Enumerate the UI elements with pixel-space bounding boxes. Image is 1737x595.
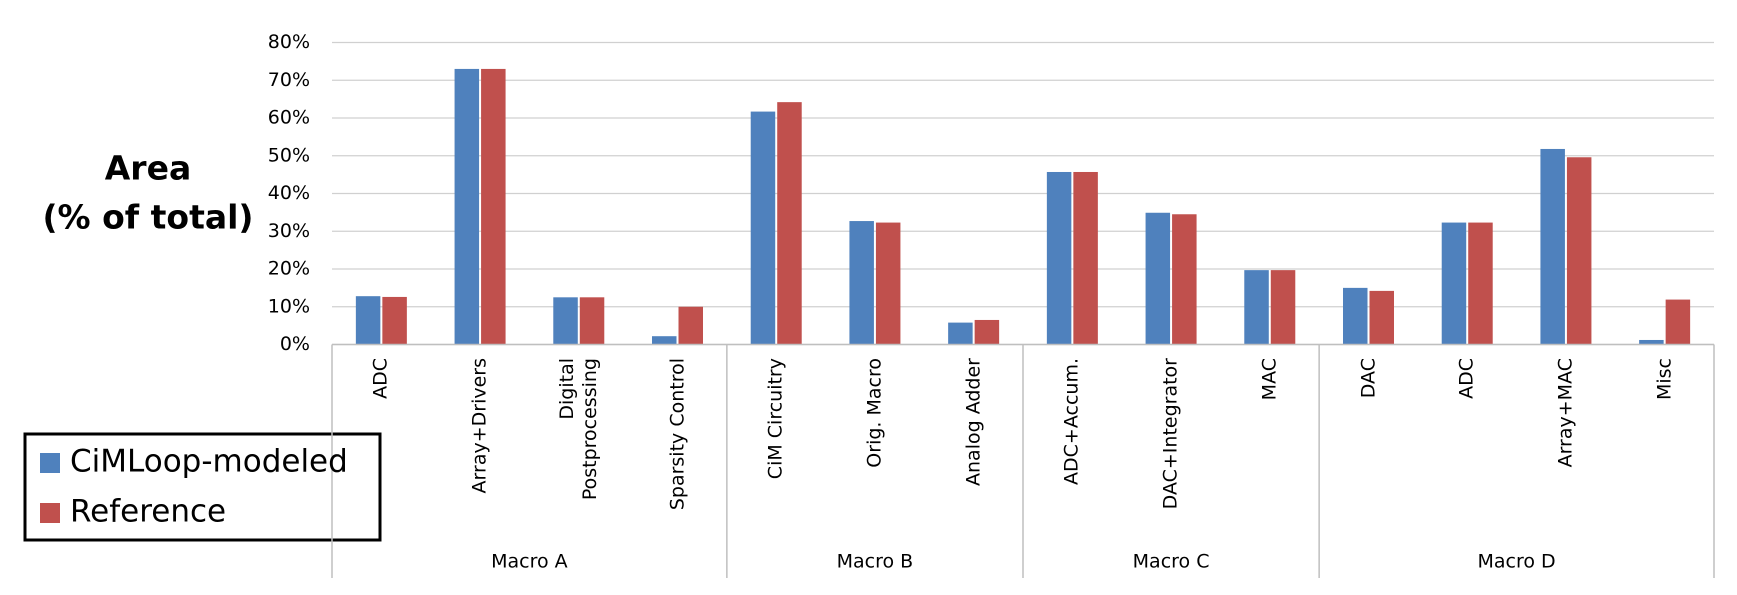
bar	[481, 68, 506, 345]
bar	[750, 111, 776, 345]
group-label: Macro C	[1133, 551, 1210, 573]
y-tick-label: 0%	[280, 333, 310, 355]
bar	[1369, 290, 1394, 345]
bar	[454, 68, 480, 345]
y-tick-label: 40%	[268, 182, 310, 204]
bar	[974, 319, 1000, 345]
y-axis-title: Area	[105, 149, 191, 188]
x-tick-label: Digital Postprocessing	[555, 358, 601, 501]
legend-label: CiMLoop-modeled	[70, 444, 348, 480]
x-tick-label: Analog Adder	[962, 358, 985, 486]
x-tick-label: CiM Circuitry	[764, 358, 787, 480]
bar	[1566, 157, 1592, 345]
bar	[1046, 171, 1072, 345]
bar	[1145, 212, 1171, 345]
y-axis-title: (% of total)	[42, 198, 253, 237]
x-tick-label: ADC+Accum.	[1060, 358, 1083, 485]
bar	[678, 306, 703, 345]
bar	[553, 297, 578, 345]
y-tick-label: 70%	[268, 69, 310, 91]
legend-swatch	[40, 503, 60, 523]
x-tick-label: Array+MAC	[1554, 358, 1577, 468]
bar	[875, 222, 901, 345]
y-tick-label: 10%	[268, 295, 310, 317]
bar	[1540, 148, 1565, 345]
x-tick-label: Array+Drivers	[468, 358, 491, 494]
x-tick-label: MAC	[1258, 358, 1281, 401]
bar	[849, 221, 874, 345]
bar	[579, 297, 605, 345]
legend-box	[23, 432, 382, 542]
bar	[382, 296, 407, 345]
x-tick-label: DAC	[1357, 358, 1379, 399]
x-tick-label: Sparsity Control	[666, 358, 688, 511]
legend-label: Reference	[70, 494, 226, 530]
y-tick-label: 50%	[268, 144, 310, 166]
bar	[1468, 222, 1493, 345]
group-label: Macro B	[837, 551, 914, 573]
bar	[1270, 270, 1296, 345]
bar	[355, 296, 381, 345]
bar	[1073, 171, 1098, 345]
x-tick-label: DAC+Integrator	[1159, 358, 1182, 510]
y-tick-label: 20%	[268, 258, 310, 280]
y-tick-label: 60%	[268, 107, 310, 129]
bar	[652, 336, 677, 345]
x-tick-label: ADC	[369, 358, 392, 399]
y-tick-label: 30%	[268, 220, 310, 242]
bar	[1639, 339, 1664, 345]
bar	[1665, 299, 1691, 345]
bar	[1343, 287, 1368, 345]
bar	[777, 102, 802, 345]
bar	[1172, 214, 1197, 345]
y-tick-label: 80%	[268, 31, 310, 53]
x-tick-label: Misc	[1653, 358, 1676, 401]
bar	[1441, 222, 1467, 345]
group-label: Macro D	[1477, 551, 1555, 573]
bar	[1244, 270, 1269, 345]
bar	[948, 322, 973, 345]
x-tick-label: Orig. Macro	[863, 358, 886, 468]
legend-swatch	[40, 453, 60, 473]
group-label: Macro A	[491, 551, 568, 573]
x-tick-label: ADC	[1455, 358, 1478, 399]
